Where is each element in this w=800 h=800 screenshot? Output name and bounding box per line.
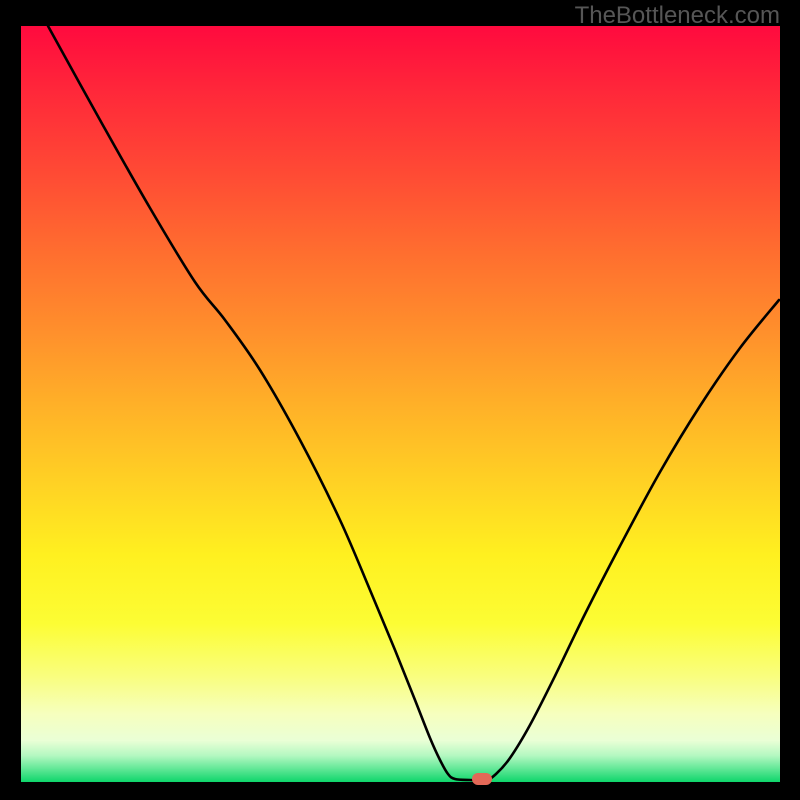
watermark-text: TheBottleneck.com — [575, 2, 780, 30]
bottleneck-curve — [21, 26, 780, 782]
chart-container: TheBottleneck.com — [0, 0, 800, 800]
plot-area — [21, 26, 780, 782]
optimum-marker — [472, 773, 492, 785]
curve-path — [48, 26, 779, 780]
